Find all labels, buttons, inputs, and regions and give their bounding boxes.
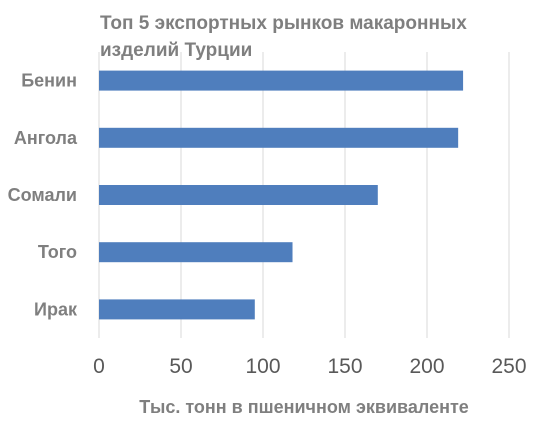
x-tick-label-0: 0 [93,355,105,378]
bar-того [99,242,293,263]
bar-ирак [99,299,255,320]
x-tick-label-200: 200 [409,355,444,378]
chart-title: Топ 5 экспортных рынков макаронных издел… [100,13,467,61]
x-tick-label-250: 250 [491,355,526,378]
category-label-того: Того [38,242,77,262]
category-label-бенин: Бенин [21,71,77,91]
category-labels: Бенин Ангола Сомали Того Ирак [8,71,78,320]
bar-бенин [99,70,464,91]
category-label-ирак: Ирак [34,299,78,319]
x-tick-label-50: 50 [169,355,192,378]
bars [99,70,464,320]
x-tick-label-150: 150 [327,355,362,378]
category-label-сомали: Сомали [8,185,77,205]
x-axis-title: Тыс. тонн в пшеничном эквиваленте [139,397,469,417]
bar-сомали [99,185,378,205]
x-tick-labels: 0 50 100 150 200 250 [93,355,526,378]
x-tick-label-100: 100 [245,355,280,378]
bar-ангола [99,127,459,148]
category-label-ангола: Ангола [14,128,78,148]
